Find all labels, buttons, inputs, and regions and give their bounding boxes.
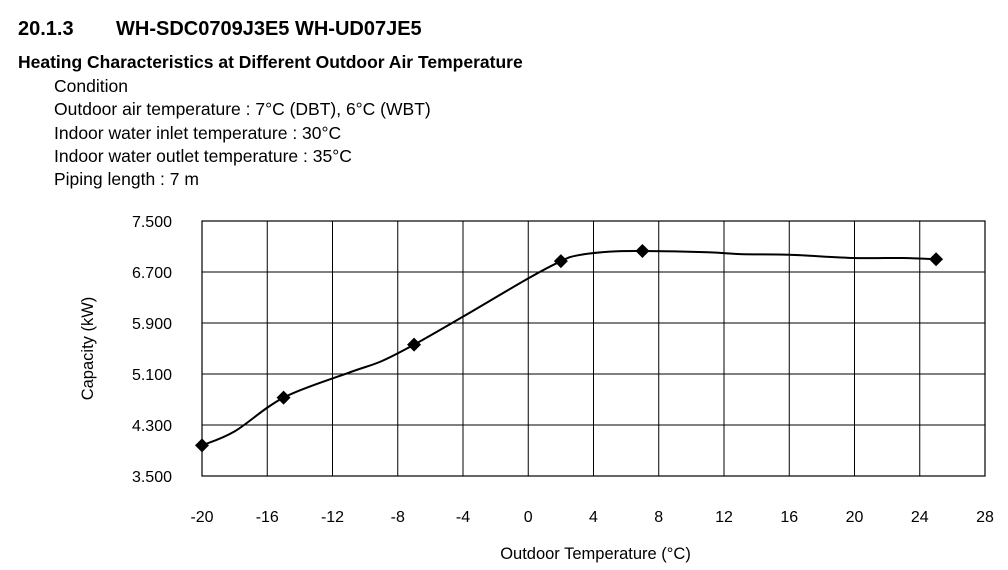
y-tick-label: 4.300 [132,418,172,435]
x-axis-label: Outdoor Temperature (°C) [500,545,691,563]
data-point-marker [929,252,944,267]
y-tick-label: 3.500 [132,469,172,486]
data-point-marker [195,438,209,453]
y-axis-label: Capacity (kW) [79,297,97,401]
x-tick-label: -8 [391,509,405,526]
data-point-marker [635,243,650,258]
x-tick-label: -20 [190,509,213,526]
x-tick-label: 20 [846,509,864,526]
chart-subtitle: Heating Characteristics at Different Out… [18,52,523,72]
section-number: 20.1.3 [18,18,74,40]
condition-inlet-temp: Indoor water inlet temperature : 30°C [54,122,342,143]
data-point-marker [553,254,568,269]
data-point-marker [407,337,422,352]
x-tick-label: -12 [321,509,344,526]
conditions-title: Condition [54,76,128,96]
x-tick-label: -4 [456,509,470,526]
x-tick-label: 4 [589,509,598,526]
y-tick-label: 5.100 [132,367,172,384]
x-tick-label: 12 [715,509,733,526]
data-point-marker [276,390,291,405]
condition-outlet-temp: Indoor water outlet temperature : 35°C [54,145,352,166]
section-heading: 20.1.3 WH-SDC0709J3E5 WH-UD07JE5 [18,18,422,41]
condition-outdoor-temp: Outdoor air temperature : 7°C (DBT), 6°C… [54,99,431,120]
conditions-block: Condition Outdoor air temperature : 7°C … [54,75,431,191]
axis-ticks: -20 -16 -12 -8 -4 0 4 8 12 16 20 24 28 3.500 4.300 5.10… [132,214,994,526]
y-tick-label: 5.900 [132,316,172,333]
y-tick-label: 7.500 [132,214,172,231]
x-tick-label: 24 [911,509,929,526]
capacity-line [201,249,937,447]
y-tick-label: 6.700 [132,265,172,282]
x-tick-label: 16 [780,509,798,526]
model-name: WH-SDC0709J3E5 WH-UD07JE5 [116,18,422,40]
data-series [195,243,944,453]
plot-frame [201,220,986,477]
condition-piping-length: Piping length : 7 m [54,169,199,190]
x-tick-label: 8 [654,509,663,526]
chart-grid [201,220,986,477]
x-tick-label: 28 [976,509,994,526]
x-tick-label: -16 [256,509,279,526]
x-tick-label: 0 [524,509,533,526]
